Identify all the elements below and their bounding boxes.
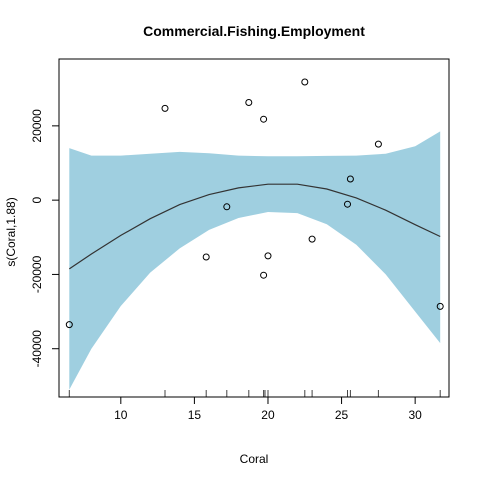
data-point [308, 235, 316, 243]
data-point [260, 271, 268, 279]
data-point [161, 104, 169, 112]
data-point [436, 302, 444, 310]
data-point [301, 78, 309, 86]
smooth-fit-group [68, 183, 441, 270]
data-point [374, 140, 382, 148]
y-tick-label: 20000 [30, 109, 44, 143]
data-point [346, 175, 354, 183]
x-axis-label: Coral [240, 452, 269, 466]
data-point [260, 115, 268, 123]
chart-title: Commercial.Fishing.Employment [143, 23, 365, 39]
y-tick-label: 0 [30, 196, 44, 203]
x-axis: 10 15 20 25 30 [114, 396, 422, 422]
x-tick-label: 25 [335, 408, 349, 422]
y-tick-label: -40000 [30, 330, 44, 368]
y-axis-label: s(Coral,1.88) [4, 197, 18, 266]
residual-points [65, 78, 444, 329]
data-point [202, 253, 210, 261]
x-tick-label: 30 [408, 408, 422, 422]
plot-frame [58, 58, 450, 398]
data-point [264, 252, 272, 260]
rug-marks [68, 390, 441, 397]
x-tick-label: 10 [114, 408, 128, 422]
y-axis: -40000 -20000 0 20000 [30, 109, 60, 368]
y-tick-label: -20000 [30, 255, 44, 293]
smooth-fit-line [68, 183, 441, 270]
confidence-band-group [69, 131, 441, 390]
x-tick-label: 20 [261, 408, 275, 422]
data-point [65, 321, 73, 329]
data-point [223, 203, 231, 211]
confidence-band [69, 131, 441, 390]
data-point [245, 99, 253, 106]
x-tick-label: 15 [188, 408, 202, 422]
data-point [344, 200, 351, 208]
